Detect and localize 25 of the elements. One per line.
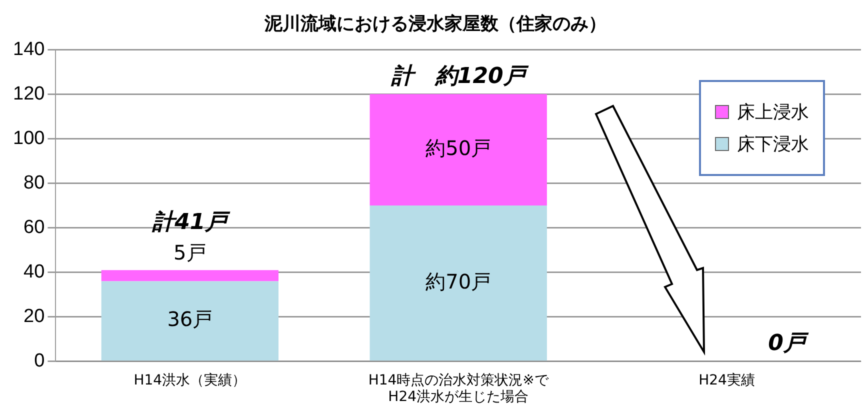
y-tick-label: 20 bbox=[24, 306, 45, 328]
data-label: 約50戸 bbox=[426, 136, 492, 160]
y-tick-label: 0 bbox=[34, 350, 45, 372]
total-label: 0戸 bbox=[768, 331, 810, 356]
x-tick-label: H24実績 bbox=[698, 372, 755, 388]
y-tick-label: 140 bbox=[13, 38, 45, 60]
data-label: 5戸 bbox=[174, 240, 206, 264]
bar bbox=[101, 270, 278, 282]
y-tick-label: 100 bbox=[13, 128, 45, 149]
y-tick-label: 40 bbox=[24, 262, 45, 283]
bar bbox=[370, 206, 547, 361]
x-tick-label: H14時点の治水対策状況※で H24洪水が生じた場合 bbox=[368, 372, 550, 406]
legend-label: 床下浸水 bbox=[737, 133, 809, 156]
legend-label: 床上浸水 bbox=[737, 101, 809, 124]
total-label: 計41戸 bbox=[152, 210, 232, 235]
bar bbox=[370, 94, 547, 206]
total-label: 計 約120戸 bbox=[390, 64, 530, 89]
data-label: 36戸 bbox=[167, 307, 213, 332]
chart-title: 泥川流域における浸水家屋数（住家のみ） bbox=[264, 13, 606, 34]
y-tick-label: 60 bbox=[24, 217, 45, 238]
x-tick-label: H14洪水（実績） bbox=[134, 372, 246, 388]
y-tick-label: 120 bbox=[13, 83, 45, 104]
data-label: 約70戸 bbox=[426, 269, 492, 294]
y-tick-label: 80 bbox=[24, 172, 45, 194]
bar bbox=[101, 281, 278, 361]
